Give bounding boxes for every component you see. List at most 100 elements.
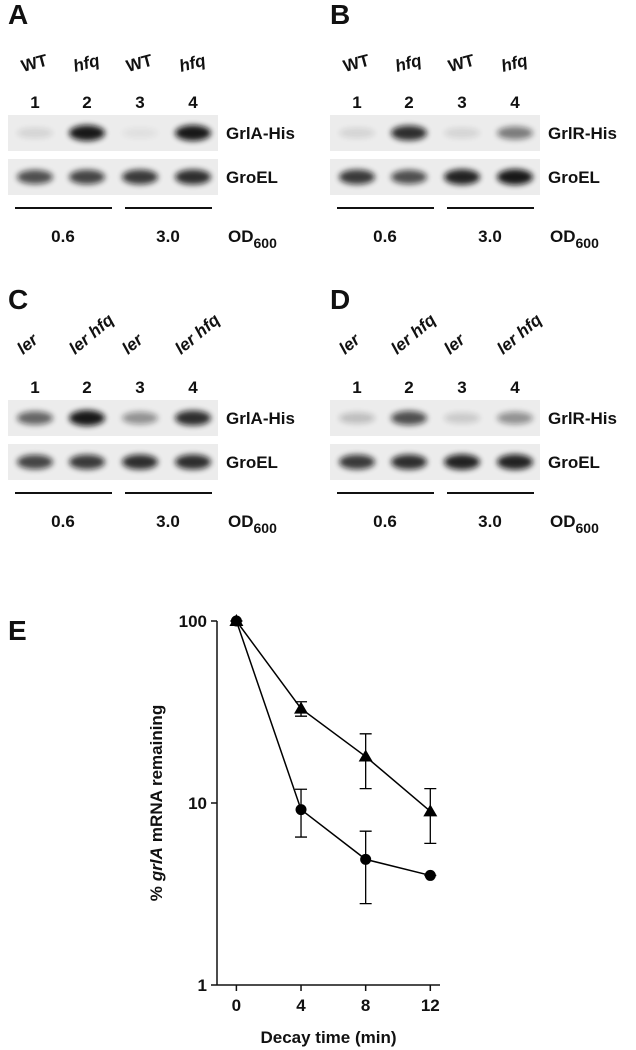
blot-panel: B WT hfq WT hfq 1 2 3 4 GrlR-His GroEL 0.6 3.0 OD600 bbox=[330, 0, 617, 251]
x-tick-label: 8 bbox=[361, 996, 370, 1015]
y-label-part: grlA bbox=[147, 847, 166, 882]
lane-label: WT bbox=[19, 51, 50, 76]
blot-band bbox=[69, 410, 105, 426]
lane-number: 3 bbox=[457, 93, 466, 112]
od-text: OD bbox=[228, 512, 254, 531]
y-label-part: % bbox=[147, 886, 166, 901]
blot-band bbox=[122, 127, 158, 139]
group-label: 3.0 bbox=[478, 227, 502, 246]
lane-number: 3 bbox=[457, 378, 466, 397]
blot-band bbox=[17, 411, 53, 425]
blot-band bbox=[497, 454, 533, 470]
lane-label: WT bbox=[124, 51, 155, 76]
error-bar bbox=[359, 830, 372, 905]
lane-number: 3 bbox=[135, 93, 144, 112]
marker-circle bbox=[424, 869, 436, 881]
blot-band bbox=[497, 411, 533, 425]
row-label: GrlA-His bbox=[226, 409, 295, 428]
series-line bbox=[235, 620, 431, 877]
blot-band bbox=[444, 454, 480, 470]
x-axis-label: Decay time (min) bbox=[260, 1028, 396, 1047]
lane-number: 4 bbox=[188, 378, 198, 397]
lane-label: hfq bbox=[177, 51, 208, 76]
od-label: OD600 bbox=[228, 227, 277, 251]
blot-band bbox=[444, 169, 480, 185]
lane-label: ler bbox=[13, 329, 42, 358]
lane-label: ler hfq bbox=[171, 310, 223, 358]
od-subscript: 600 bbox=[254, 520, 278, 536]
group-label: 0.6 bbox=[51, 512, 75, 531]
blot-band bbox=[339, 454, 375, 470]
blot-band bbox=[17, 169, 53, 185]
lane-number: 2 bbox=[82, 378, 91, 397]
lane-label: WT bbox=[341, 51, 372, 76]
marker-circle bbox=[295, 804, 307, 816]
lane-label: ler bbox=[335, 329, 364, 358]
lane-number: 1 bbox=[30, 93, 39, 112]
lane-number: 2 bbox=[404, 378, 413, 397]
blot-band bbox=[17, 127, 53, 139]
lane-number: 1 bbox=[352, 378, 361, 397]
blot-band bbox=[122, 454, 158, 470]
blot-band bbox=[339, 412, 375, 424]
row-label: GroEL bbox=[226, 168, 278, 187]
lane-label: hfq bbox=[393, 51, 424, 76]
lane-label: ler bbox=[118, 329, 147, 358]
marker-triangle bbox=[294, 701, 309, 714]
od-label: OD600 bbox=[550, 227, 599, 251]
lane-number: 4 bbox=[188, 93, 198, 112]
blot-band bbox=[391, 169, 427, 185]
lane-label: WT bbox=[446, 51, 477, 76]
y-axis-label: % grlA mRNA remaining bbox=[147, 705, 166, 901]
od-subscript: 600 bbox=[576, 235, 600, 251]
y-tick-label: 100 bbox=[179, 612, 207, 631]
y-tick-label: 1 bbox=[198, 976, 207, 995]
blot-band bbox=[17, 454, 53, 470]
blot-band bbox=[69, 454, 105, 470]
blot-band bbox=[175, 454, 211, 470]
lane-number: 2 bbox=[404, 93, 413, 112]
row-label: GroEL bbox=[548, 453, 600, 472]
blot-band bbox=[339, 169, 375, 185]
panel-letter: C bbox=[8, 284, 28, 315]
panel-letter: D bbox=[330, 284, 350, 315]
od-text: OD bbox=[228, 227, 254, 246]
marker-circle bbox=[360, 853, 372, 865]
series-line bbox=[235, 620, 431, 812]
blot-panel: A WT hfq WT hfq 1 2 3 4 GrlA-His GroEL 0.6 3.0 OD600 bbox=[8, 0, 295, 251]
lane-label: ler hfq bbox=[65, 310, 117, 358]
lane-number: 3 bbox=[135, 378, 144, 397]
group-label: 0.6 bbox=[373, 227, 397, 246]
od-label: OD600 bbox=[550, 512, 599, 536]
panel-letter: E bbox=[8, 615, 27, 646]
row-label: GrlR-His bbox=[548, 124, 617, 143]
blot-band bbox=[69, 169, 105, 185]
lane-label: ler hfq bbox=[493, 310, 545, 358]
lane-number: 1 bbox=[352, 93, 361, 112]
od-subscript: 600 bbox=[576, 520, 600, 536]
group-label: 0.6 bbox=[51, 227, 75, 246]
blot-band bbox=[391, 125, 427, 141]
row-label: GrlA-His bbox=[226, 124, 295, 143]
lane-label: hfq bbox=[71, 51, 102, 76]
blot-band bbox=[122, 411, 158, 425]
lane-label: hfq bbox=[499, 51, 530, 76]
x-tick-label: 4 bbox=[296, 996, 306, 1015]
od-subscript: 600 bbox=[254, 235, 278, 251]
marker-triangle bbox=[358, 749, 373, 762]
lane-label: ler hfq bbox=[387, 310, 439, 358]
blot-band bbox=[391, 410, 427, 426]
blot-band bbox=[444, 412, 480, 424]
blot-band bbox=[497, 169, 533, 185]
y-tick-label: 10 bbox=[188, 794, 207, 813]
blot-band bbox=[339, 127, 375, 139]
lane-label: ler bbox=[440, 329, 469, 358]
group-label: 3.0 bbox=[156, 512, 180, 531]
blot-band bbox=[175, 410, 211, 426]
blot-band bbox=[69, 125, 105, 141]
od-text: OD bbox=[550, 512, 576, 531]
